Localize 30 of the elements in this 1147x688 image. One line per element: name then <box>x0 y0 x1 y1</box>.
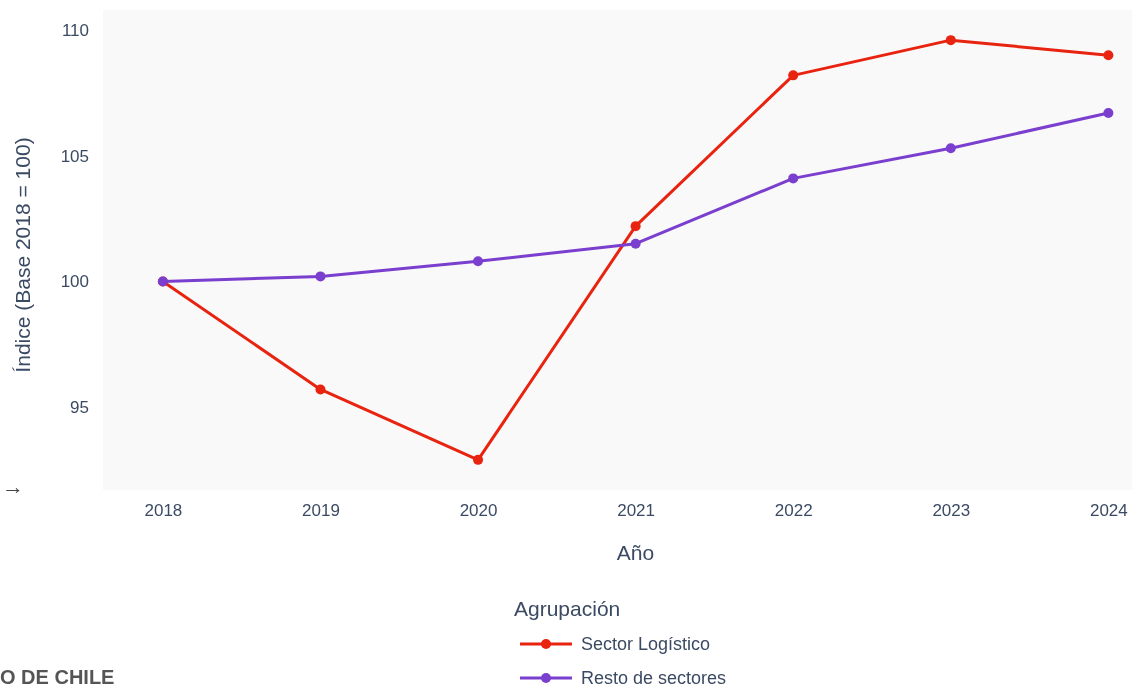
point <box>473 454 484 465</box>
y-axis-title: Índice (Base 2018 = 100) <box>11 137 34 373</box>
legend-title: Agrupación <box>514 597 621 620</box>
y-tick-label: 110 <box>61 21 89 41</box>
point <box>788 70 799 81</box>
point <box>473 256 484 267</box>
point <box>788 173 799 184</box>
point <box>1103 108 1114 119</box>
x-tick-label: 2022 <box>774 501 813 521</box>
x-tick-label: 2020 <box>459 501 498 521</box>
point <box>945 35 956 46</box>
point <box>315 271 326 282</box>
point <box>630 221 641 232</box>
point <box>630 238 641 249</box>
point <box>315 384 326 395</box>
y-tick-label: 100 <box>60 272 89 292</box>
legend-label: Sector Logístico <box>581 634 711 654</box>
point <box>1103 50 1114 61</box>
y-tick-label: 105 <box>60 146 89 166</box>
x-axis-title: Año <box>616 541 655 564</box>
x-tick-label: 2024 <box>1089 501 1128 521</box>
x-tick-label: 2021 <box>617 501 656 521</box>
text: → <box>2 474 24 499</box>
text: O DE CHILE <box>0 666 115 688</box>
x-tick-label: 2019 <box>302 501 340 521</box>
legend-label: Resto de sectores <box>581 668 727 688</box>
x-tick-label: 2023 <box>932 501 971 521</box>
y-tick-label: 95 <box>70 398 89 418</box>
x-tick-label: 2018 <box>144 501 183 521</box>
point <box>945 143 956 154</box>
